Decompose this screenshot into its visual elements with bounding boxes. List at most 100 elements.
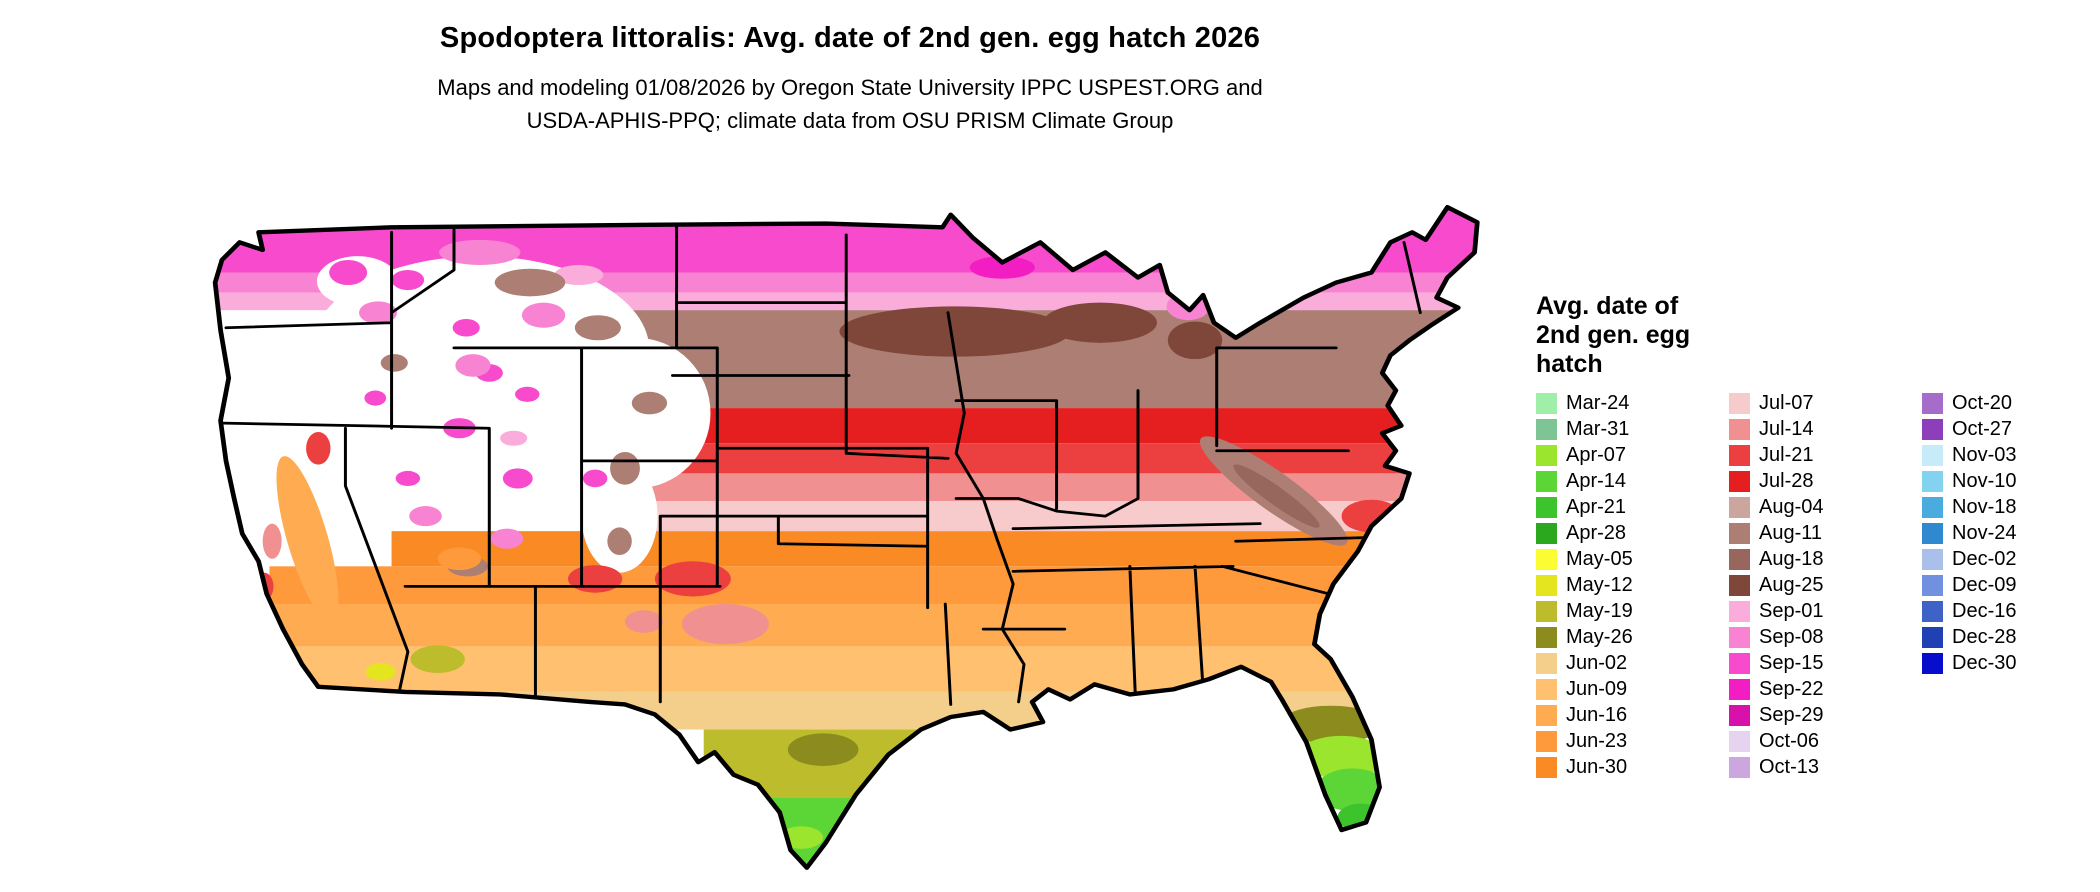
- legend-label: Mar-24: [1566, 391, 1630, 414]
- legend-swatch: [1729, 756, 1750, 778]
- legend-swatch: [1922, 470, 1943, 492]
- legend-label: Sep-15: [1759, 651, 1824, 674]
- legend-swatch: [1729, 600, 1750, 622]
- legend-item: May-26: [1536, 624, 1729, 650]
- legend-swatch: [1536, 704, 1557, 726]
- legend-label: Aug-18: [1759, 547, 1824, 570]
- legend-item: Oct-27: [1922, 416, 2016, 442]
- legend-label: Jul-28: [1759, 469, 1814, 492]
- legend-item: May-12: [1536, 572, 1729, 598]
- legend-item: Jul-21: [1729, 442, 1922, 468]
- legend-item: Aug-04: [1729, 494, 1922, 520]
- legend-item: Oct-20: [1922, 390, 2016, 416]
- legend-label: Sep-29: [1759, 703, 1824, 726]
- legend-item: Dec-30: [1922, 650, 2016, 676]
- subtitle-line-2: USDA-APHIS-PPQ; climate data from OSU PR…: [526, 108, 1174, 133]
- legend-swatch: [1536, 444, 1557, 466]
- legend-label: May-26: [1566, 625, 1633, 648]
- legend-swatch: [1729, 418, 1750, 440]
- map-outline: [212, 205, 1480, 870]
- legend-item: Mar-31: [1536, 416, 1729, 442]
- legend-label: Oct-20: [1952, 391, 2013, 414]
- legend-swatch: [1922, 626, 1943, 648]
- legend-label: Jun-02: [1566, 651, 1628, 674]
- legend-swatch: [1922, 496, 1943, 518]
- legend-label: Jul-07: [1759, 391, 1814, 414]
- legend-swatch: [1536, 392, 1557, 414]
- legend-label: Jun-30: [1566, 755, 1628, 778]
- legend-swatch: [1536, 470, 1557, 492]
- legend-item: Sep-15: [1729, 650, 1922, 676]
- legend-swatch: [1536, 626, 1557, 648]
- legend-label: Nov-10: [1952, 469, 2017, 492]
- legend-label: Oct-27: [1952, 417, 2013, 440]
- legend-item: Apr-28: [1536, 520, 1729, 546]
- legend-label: Jun-16: [1566, 703, 1628, 726]
- legend-item: Aug-25: [1729, 572, 1922, 598]
- legend-label: Jun-23: [1566, 729, 1628, 752]
- legend-swatch: [1922, 600, 1943, 622]
- legend-item: Apr-21: [1536, 494, 1729, 520]
- legend-item: Jul-14: [1729, 416, 1922, 442]
- legend-swatch: [1729, 730, 1750, 752]
- subtitle-line-1: Maps and modeling 01/08/2026 by Oregon S…: [437, 75, 1263, 100]
- legend-label: Apr-21: [1566, 495, 1627, 518]
- legend-item: Jun-23: [1536, 728, 1729, 754]
- legend-item: Apr-07: [1536, 442, 1729, 468]
- legend-swatch: [1729, 470, 1750, 492]
- legend-item: Jun-02: [1536, 650, 1729, 676]
- legend-item: Jun-16: [1536, 702, 1729, 728]
- legend-swatch: [1729, 678, 1750, 700]
- legend-label: Apr-14: [1566, 469, 1627, 492]
- legend-item: Aug-18: [1729, 546, 1922, 572]
- legend-label: Jun-09: [1566, 677, 1628, 700]
- legend-item: Dec-28: [1922, 624, 2016, 650]
- legend-item: Dec-02: [1922, 546, 2016, 572]
- legend-swatch: [1536, 652, 1557, 674]
- legend-swatch: [1922, 652, 1943, 674]
- legend-label: May-19: [1566, 599, 1633, 622]
- legend-swatch: [1922, 444, 1943, 466]
- legend-swatch: [1729, 548, 1750, 570]
- legend-item: Jul-07: [1729, 390, 1922, 416]
- legend-swatch: [1922, 574, 1943, 596]
- legend-title-line-3: hatch: [1536, 350, 1603, 378]
- legend-label: May-05: [1566, 547, 1633, 570]
- legend-item: Oct-13: [1729, 754, 1922, 780]
- legend-item: Oct-06: [1729, 728, 1922, 754]
- legend-item: Aug-11: [1729, 520, 1922, 546]
- legend-item: May-19: [1536, 598, 1729, 624]
- legend-label: Oct-06: [1759, 729, 1820, 752]
- legend-item: Sep-01: [1729, 598, 1922, 624]
- us-map: [212, 205, 1480, 870]
- legend-item: Apr-14: [1536, 468, 1729, 494]
- legend-label: Mar-31: [1566, 417, 1630, 440]
- legend-swatch: [1729, 444, 1750, 466]
- legend-swatch: [1536, 418, 1557, 440]
- legend-title: Avg. date of 2nd gen. egg hatch: [1536, 292, 2096, 379]
- legend-label: Jul-21: [1759, 443, 1814, 466]
- legend-swatch: [1729, 652, 1750, 674]
- legend-label: Nov-18: [1952, 495, 2017, 518]
- page-subtitle: Maps and modeling 01/08/2026 by Oregon S…: [0, 71, 1700, 137]
- legend-swatch: [1536, 574, 1557, 596]
- legend-item: Mar-24: [1536, 390, 1729, 416]
- legend-item: Nov-24: [1922, 520, 2016, 546]
- legend-swatch: [1922, 548, 1943, 570]
- legend-item: Dec-16: [1922, 598, 2016, 624]
- legend-item: Sep-22: [1729, 676, 1922, 702]
- legend-title-line-1: Avg. date of: [1536, 292, 1679, 320]
- legend-swatch: [1729, 496, 1750, 518]
- page-title: Spodoptera littoralis: Avg. date of 2nd …: [439, 22, 1261, 54]
- legend-swatch: [1536, 496, 1557, 518]
- legend-label: Dec-02: [1952, 547, 2017, 570]
- legend-label: Aug-25: [1759, 573, 1824, 596]
- legend-item: Nov-18: [1922, 494, 2016, 520]
- map-container: [188, 162, 1518, 884]
- legend-item: Sep-29: [1729, 702, 1922, 728]
- legend-label: Nov-24: [1952, 521, 2017, 544]
- legend-swatch: [1536, 600, 1557, 622]
- legend-item: May-05: [1536, 546, 1729, 572]
- legend-label: Dec-09: [1952, 573, 2017, 596]
- legend-columns: Mar-24 Mar-31 Apr-07 Apr-14 Apr-21 Apr-28 May-…: [1536, 390, 2096, 780]
